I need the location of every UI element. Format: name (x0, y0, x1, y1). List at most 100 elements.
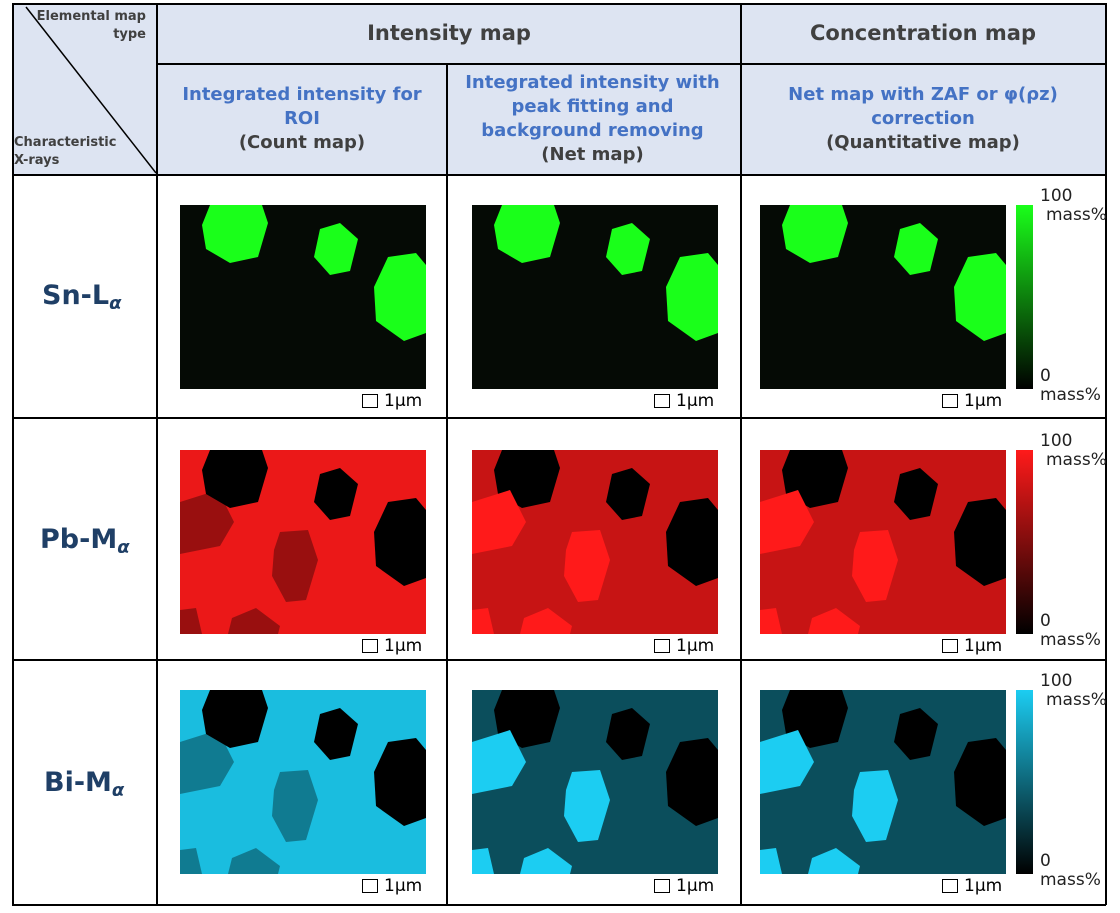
count-map-title: Integrated intensity for ROI (182, 84, 422, 129)
element-map-2-0 (180, 690, 426, 874)
grain-region (374, 498, 426, 586)
scale-bar-label: 1μm (384, 636, 423, 656)
element-map-0-1 (472, 205, 718, 389)
grain-region (782, 205, 848, 263)
grain-region (472, 490, 526, 554)
grain-region (314, 468, 358, 520)
grain-region (760, 490, 814, 554)
row-label-sn: Sn-Lα (42, 280, 121, 314)
scale-bar-label: 1μm (676, 391, 715, 411)
grain-region (202, 690, 268, 748)
grain-region (894, 468, 938, 520)
grid-line (157, 63, 1106, 65)
grain-region (666, 498, 718, 586)
header-background (12, 3, 1105, 175)
grain-region (954, 738, 1006, 826)
grain-region (852, 530, 898, 602)
grain-region (228, 608, 280, 634)
scale-bar-box (654, 639, 670, 653)
grain-region (472, 848, 494, 874)
scale-bar: 1μm (362, 391, 422, 411)
grain-region (606, 468, 650, 520)
grain-region (494, 205, 560, 263)
intensity-map-header: Intensity map (367, 21, 531, 45)
colorbar-max-label: 100 mass% (1040, 671, 1107, 710)
grid-line (12, 174, 1106, 176)
quantitative-map-title: Net map with ZAF or φ(ρz) correction (788, 84, 1058, 129)
scale-bar: 1μm (362, 876, 422, 896)
grain-region (808, 608, 860, 634)
colorbar (1016, 205, 1033, 389)
grain-region (954, 498, 1006, 586)
grid-line (12, 659, 1106, 661)
corner-diagonal (25, 6, 157, 174)
row-label-sn-sub: α (109, 293, 122, 314)
grain-region (374, 253, 426, 341)
grain-region (666, 738, 718, 826)
colorbar-min-label: 0 mass% (1040, 611, 1101, 650)
grain-region (272, 530, 318, 602)
grain-region (180, 730, 234, 794)
scale-bar-box (654, 879, 670, 893)
scale-bar-label: 1μm (676, 636, 715, 656)
element-map-0-2 (760, 205, 1006, 389)
colorbar (1016, 450, 1033, 634)
grain-region (520, 608, 572, 634)
count-map-subtitle: (Count map) (238, 132, 366, 153)
row-label-sn-element: Sn-L (42, 280, 110, 311)
colorbar-min-label: 0 mass% (1040, 851, 1101, 890)
row-label-pb: Pb-Mα (40, 524, 130, 558)
grid-line (740, 3, 742, 905)
colorbar-max-label: 100 mass% (1040, 186, 1107, 225)
scale-bar-label: 1μm (676, 876, 715, 896)
scale-bar-box (362, 394, 378, 408)
scale-bar: 1μm (654, 876, 714, 896)
grain-region (180, 608, 202, 634)
grid-line (12, 3, 1106, 5)
scale-bar-label: 1μm (384, 391, 423, 411)
element-map-1-0 (180, 450, 426, 634)
corner-top-label: Elemental map type (36, 9, 146, 42)
grid-line (1105, 3, 1107, 905)
grid-line (12, 904, 1106, 906)
grain-region (606, 708, 650, 760)
scale-bar-label: 1μm (384, 876, 423, 896)
grain-region (564, 770, 610, 842)
grid-line (446, 63, 448, 905)
grain-region (760, 848, 782, 874)
net-map-title: Integrated intensity with peak fitting a… (465, 72, 720, 141)
colorbar-min-label: 0 mass% (1040, 366, 1101, 405)
net-map-header: Integrated intensity with peak fitting a… (447, 66, 738, 172)
grain-region (314, 223, 358, 275)
element-map-0-0 (180, 205, 426, 389)
grain-region (180, 490, 234, 554)
grain-region (180, 848, 202, 874)
grain-region (272, 770, 318, 842)
net-map-subtitle: (Net map) (541, 144, 644, 165)
grid-line (156, 3, 158, 905)
scale-bar-box (942, 394, 958, 408)
colorbar-max-label: 100 mass% (1040, 431, 1107, 470)
element-map-1-1 (472, 450, 718, 634)
grain-region (564, 530, 610, 602)
grain-region (808, 848, 860, 874)
grain-region (202, 205, 268, 263)
scale-bar-box (942, 879, 958, 893)
scale-bar: 1μm (942, 391, 1002, 411)
grain-region (894, 708, 938, 760)
grain-region (666, 253, 718, 341)
element-map-2-1 (472, 690, 718, 874)
grain-region (760, 730, 814, 794)
grain-region (520, 848, 572, 874)
grain-region (472, 730, 526, 794)
colorbar (1016, 690, 1033, 874)
count-map-header: Integrated intensity for ROI (Count map) (160, 66, 444, 172)
scale-bar-label: 1μm (964, 636, 1003, 656)
grain-region (894, 223, 938, 275)
grid-line (12, 417, 1106, 419)
grain-region (954, 253, 1006, 341)
grid-line (12, 3, 14, 905)
scale-bar: 1μm (654, 636, 714, 656)
scale-bar-box (362, 879, 378, 893)
scale-bar: 1μm (362, 636, 422, 656)
